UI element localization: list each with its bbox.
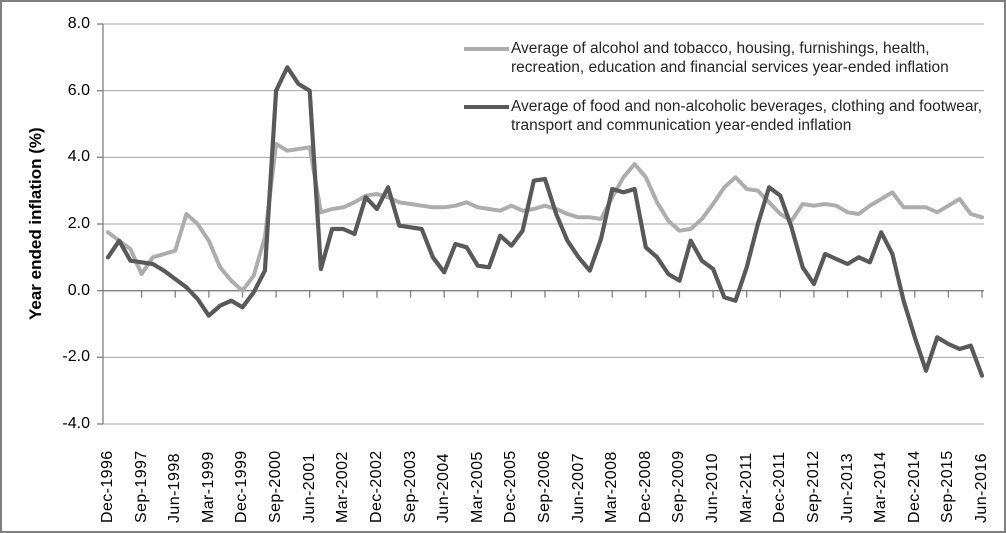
x-tick-label: Jun-2001 (300, 453, 318, 523)
x-tick-label: Sep-1997 (132, 450, 150, 523)
y-tick-label: 2.0 (67, 215, 90, 232)
x-tick-label: Jun-2007 (569, 453, 587, 523)
x-tick-label: Jun-2010 (704, 453, 722, 523)
legend-marker-dark-line-icon (464, 105, 509, 109)
x-tick-label: Mar-2011 (737, 452, 755, 524)
legend-item-dark-label: Average of food and non-alcoholic bevera… (511, 97, 991, 135)
x-tick-label: Mar-2002 (334, 451, 352, 523)
x-tick-label: Dec-2011 (771, 451, 789, 523)
y-tick-label: 4.0 (67, 148, 90, 165)
x-tick-label: Mar-2008 (603, 451, 621, 523)
x-tick-label: Mar-1999 (199, 451, 217, 523)
legend-line: transport and communication year-ended i… (511, 117, 852, 134)
legend-line: Average of food and non-alcoholic bevera… (511, 98, 983, 115)
x-tick-label: Dec-2005 (502, 450, 520, 523)
x-tick-label: Sep-2003 (401, 450, 419, 523)
x-tick-label: Dec-2002 (367, 450, 385, 523)
x-tick-label: Dec-2014 (905, 450, 923, 523)
y-axis-title: Year ended inflation (%) (26, 127, 45, 320)
y-axis-ticks (97, 23, 103, 425)
series-dark-line (105, 65, 985, 378)
x-tick-label: Sep-2015 (939, 450, 957, 523)
x-tick-label: Jun-2016 (973, 453, 990, 523)
x-tick-label: Mar-2014 (872, 451, 890, 523)
legend-line: recreation, education and financial serv… (511, 59, 949, 76)
y-tick-label: 6.0 (67, 82, 90, 99)
y-tick-label: 0.0 (67, 282, 90, 299)
y-tick-label: -2.0 (62, 348, 90, 365)
x-tick-label: Jun-2004 (435, 453, 453, 523)
x-tick-label: Sep-2006 (536, 450, 553, 523)
x-tick-label: Sep-2000 (267, 450, 285, 523)
gridlines (103, 23, 984, 425)
x-tick-label: Dec-1996 (99, 450, 116, 523)
x-tick-label: Jun-1998 (166, 453, 184, 523)
legend-marker-light-line-icon (464, 47, 509, 51)
x-axis-ticks (140, 290, 983, 298)
x-tick-label: Sep-2009 (670, 450, 688, 523)
legend-line: Average of alcohol and tobacco, housing,… (511, 40, 930, 57)
x-tick-label: Mar-2005 (468, 451, 486, 523)
legend-item-light-label: Average of alcohol and tobacco, housing,… (511, 39, 991, 77)
x-tick-label: Dec-1999 (233, 450, 251, 523)
x-tick-label: Jun-2013 (838, 453, 856, 523)
y-tick-label: -4.0 (62, 415, 90, 432)
y-tick-label: 8.0 (67, 15, 90, 32)
x-tick-label: Dec-2008 (636, 450, 654, 523)
x-tick-label: Sep-2012 (804, 450, 822, 523)
series-light-line (106, 142, 984, 293)
